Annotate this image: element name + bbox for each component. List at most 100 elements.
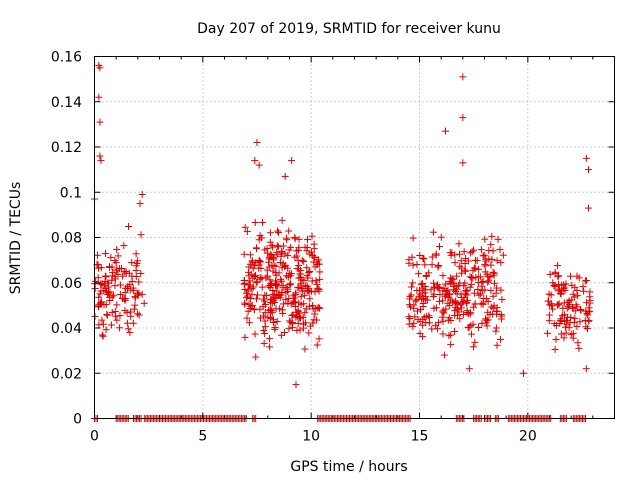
data-point <box>450 327 458 335</box>
data-point <box>439 272 447 280</box>
data-point <box>245 272 253 280</box>
data-point <box>126 329 134 337</box>
data-point <box>282 283 290 291</box>
data-point <box>471 300 479 308</box>
data-point <box>272 271 280 279</box>
data-point <box>421 289 429 297</box>
data-point <box>585 166 592 174</box>
data-point <box>483 295 491 303</box>
data-point <box>478 319 486 327</box>
data-point <box>581 277 589 285</box>
data-point <box>481 315 489 323</box>
data-point <box>243 294 251 302</box>
data-point <box>251 330 259 338</box>
data-point <box>294 319 302 327</box>
data-point <box>481 260 489 268</box>
data-point <box>135 311 143 319</box>
data-point <box>241 276 249 284</box>
data-point <box>417 280 425 288</box>
data-point <box>459 73 467 81</box>
data-point <box>252 353 260 361</box>
data-point <box>487 241 495 249</box>
data-point <box>116 324 124 332</box>
data-point <box>559 304 567 312</box>
data-point <box>459 159 467 167</box>
data-point <box>452 282 460 290</box>
data-point <box>311 263 319 271</box>
data-point <box>476 273 484 281</box>
data-point <box>269 267 277 275</box>
data-point <box>459 114 467 122</box>
data-point <box>445 314 453 322</box>
data-point <box>568 296 576 304</box>
data-point <box>96 299 104 307</box>
data-point <box>293 312 301 320</box>
y-tick-label: 0.02 <box>51 366 82 382</box>
data-point <box>554 301 562 309</box>
data-point <box>419 299 427 307</box>
data-point <box>311 310 319 318</box>
data-point <box>414 270 422 278</box>
data-point <box>466 283 474 291</box>
data-point <box>251 157 259 165</box>
data-point <box>487 261 495 269</box>
data-point <box>497 315 505 323</box>
data-point <box>303 247 311 255</box>
data-point <box>478 287 486 295</box>
data-point <box>563 317 571 325</box>
data-point <box>459 311 467 319</box>
data-point <box>283 234 291 242</box>
data-point <box>446 249 454 257</box>
data-point <box>112 312 120 320</box>
data-point <box>91 285 99 293</box>
x-tick-label: 20 <box>519 429 537 445</box>
data-point <box>259 218 267 226</box>
data-point <box>261 246 269 254</box>
data-point <box>469 320 477 328</box>
data-point <box>405 320 413 328</box>
data-point <box>311 254 319 262</box>
data-point <box>94 303 102 311</box>
data-point <box>262 274 270 282</box>
data-point <box>416 330 424 338</box>
data-point <box>96 64 104 72</box>
data-point <box>574 292 582 300</box>
data-point <box>106 288 114 296</box>
data-point <box>467 330 475 338</box>
data-point <box>406 293 414 301</box>
data-point <box>288 311 296 319</box>
x-tick-label: 0 <box>90 429 99 445</box>
data-point <box>112 259 120 267</box>
data-point <box>581 317 589 325</box>
data-point <box>300 257 308 265</box>
data-point <box>452 304 460 312</box>
data-point <box>520 369 527 377</box>
data-point <box>551 345 559 353</box>
data-point <box>435 284 443 292</box>
data-point <box>430 290 438 298</box>
data-point <box>493 284 501 292</box>
data-point <box>299 324 307 332</box>
data-point <box>286 272 294 280</box>
data-point <box>306 268 314 276</box>
data-point <box>413 296 421 304</box>
data-point <box>484 308 492 316</box>
data-point <box>545 290 553 298</box>
data-point <box>482 255 490 263</box>
data-point <box>477 246 485 254</box>
x-tick-label: 5 <box>198 429 207 445</box>
data-point <box>453 272 461 280</box>
data-point <box>456 279 464 287</box>
data-point <box>416 251 424 259</box>
data-point <box>249 274 257 282</box>
data-point <box>416 318 424 326</box>
data-point <box>568 281 576 289</box>
data-point <box>137 269 145 277</box>
data-point <box>306 322 314 330</box>
data-point <box>277 275 285 283</box>
data-point <box>439 330 447 338</box>
data-point <box>291 253 299 261</box>
data-point <box>269 316 277 324</box>
data-point <box>315 303 323 311</box>
data-point <box>458 269 466 277</box>
